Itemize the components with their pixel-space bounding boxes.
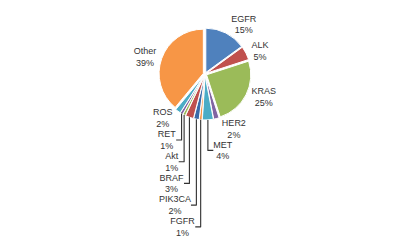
svg-text:HER22%: HER22% — [222, 118, 246, 140]
svg-text:RET1%: RET1% — [158, 129, 177, 151]
svg-text:MET4%: MET4% — [213, 140, 233, 162]
svg-text:ALK5%: ALK5% — [251, 40, 268, 62]
svg-text:BRAF3%: BRAF3% — [159, 173, 184, 195]
svg-text:PIK3CA2%: PIK3CA2% — [159, 194, 191, 216]
svg-text:ROS2%: ROS2% — [153, 107, 173, 129]
svg-text:Other39%: Other39% — [134, 46, 157, 68]
svg-text:FGFR1%: FGFR1% — [170, 216, 195, 238]
svg-text:KRAS25%: KRAS25% — [251, 86, 276, 108]
svg-text:Akt1%: Akt1% — [165, 151, 179, 173]
svg-text:EGFR15%: EGFR15% — [231, 14, 257, 36]
